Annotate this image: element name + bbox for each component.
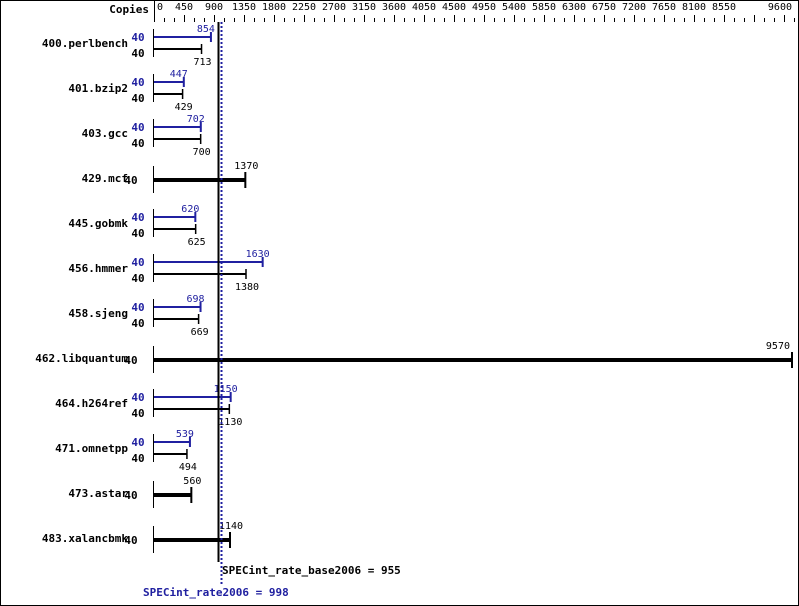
axis-tick-label: 3600 xyxy=(382,2,406,13)
benchmark-row-458.sjeng: 458.sjeng 40 40 698 669 xyxy=(68,294,208,338)
benchmark-row-400.perlbench: 400.perlbench 40 40 854 713 xyxy=(42,24,215,68)
peak-copies: 40 xyxy=(131,391,144,404)
benchmark-row-445.gobmk: 445.gobmk 40 40 620 625 xyxy=(68,204,205,248)
axis-tick-label: 2250 xyxy=(292,2,316,13)
axis-label: Copies xyxy=(109,3,149,16)
benchmark-name: 471.omnetpp xyxy=(55,442,128,455)
base-value-label: 1380 xyxy=(235,282,259,293)
base-copies: 40 xyxy=(131,47,144,60)
base-copies: 40 xyxy=(131,317,144,330)
base-value-label: 1140 xyxy=(219,521,243,532)
base-copies: 40 xyxy=(131,407,144,420)
peak-copies: 40 xyxy=(131,121,144,134)
base-value-label: 560 xyxy=(183,476,201,487)
benchmark-name: 445.gobmk xyxy=(68,217,128,230)
peak-value-label: 702 xyxy=(187,114,205,125)
base-copies: 40 xyxy=(124,534,137,547)
peak-value-label: 1150 xyxy=(214,384,238,395)
benchmark-name: 458.sjeng xyxy=(68,307,128,320)
benchmark-name: 456.hmmer xyxy=(68,262,128,275)
benchmark-row-401.bzip2: 401.bzip2 40 40 447 429 xyxy=(68,69,192,113)
benchmark-name: 483.xalancbmk xyxy=(42,532,128,545)
base-copies: 40 xyxy=(131,92,144,105)
axis-tick-label: 5850 xyxy=(532,2,556,13)
base-value-label: 9570 xyxy=(766,341,790,352)
base-value-label: 494 xyxy=(179,462,197,473)
x-axis: 0 450 900 1350 1800 2250 2700 3150 3600 4050 4500 4… xyxy=(154,0,795,22)
base-copies: 40 xyxy=(131,452,144,465)
benchmark-name: 462.libquantum xyxy=(35,352,128,365)
base-value-label: 713 xyxy=(194,57,212,68)
peak-value-label: 447 xyxy=(170,69,188,80)
axis-tick-label: 7200 xyxy=(622,2,646,13)
benchmark-row-471.omnetpp: 471.omnetpp 40 40 539 494 xyxy=(55,429,197,473)
benchmark-name: 464.h264ref xyxy=(55,397,128,410)
base-value-label: 429 xyxy=(175,102,193,113)
peak-copies: 40 xyxy=(131,436,144,449)
benchmark-name: 403.gcc xyxy=(82,127,128,140)
axis-tick-label: 4500 xyxy=(442,2,466,13)
base-summary: SPECint_rate_base2006 = 955 xyxy=(222,564,401,577)
benchmark-name: 473.astar xyxy=(68,487,128,500)
axis-tick-label: 8550 xyxy=(712,2,736,13)
benchmark-name: 429.mcf xyxy=(82,172,128,185)
base-copies: 40 xyxy=(131,137,144,150)
base-copies: 40 xyxy=(124,354,137,367)
axis-tick-label: 5400 xyxy=(502,2,526,13)
axis-tick-label: 7650 xyxy=(652,2,676,13)
peak-value-label: 854 xyxy=(197,24,215,35)
axis-tick-label: 6300 xyxy=(562,2,586,13)
peak-summary: SPECint_rate2006 = 998 xyxy=(143,586,289,599)
peak-value-label: 620 xyxy=(181,204,199,215)
axis-tick-label: 8100 xyxy=(682,2,706,13)
benchmark-row-456.hmmer: 456.hmmer 40 40 1630 1380 xyxy=(68,249,269,293)
base-copies: 40 xyxy=(124,489,137,502)
axis-tick-label: 0 xyxy=(157,2,163,13)
peak-value-label: 698 xyxy=(187,294,205,305)
axis-tick-label: 4050 xyxy=(412,2,436,13)
peak-copies: 40 xyxy=(131,211,144,224)
reference-lines xyxy=(217,22,223,584)
base-value-label: 1370 xyxy=(234,161,258,172)
axis-tick-label: 4950 xyxy=(472,2,496,13)
peak-copies: 40 xyxy=(131,301,144,314)
axis-tick-label: 1350 xyxy=(232,2,256,13)
axis-tick-label: 900 xyxy=(205,2,223,13)
axis-tick-label: 9600 xyxy=(768,2,792,13)
peak-copies: 40 xyxy=(131,31,144,44)
base-copies: 40 xyxy=(131,227,144,240)
peak-value-label: 539 xyxy=(176,429,194,440)
peak-value-label: 1630 xyxy=(246,249,270,260)
axis-tick-label: 3150 xyxy=(352,2,376,13)
benchmark-row-403.gcc: 403.gcc 40 40 702 700 xyxy=(82,114,211,158)
axis-tick-label: 6750 xyxy=(592,2,616,13)
axis-tick-label: 2700 xyxy=(322,2,346,13)
peak-copies: 40 xyxy=(131,76,144,89)
base-copies: 40 xyxy=(131,272,144,285)
base-value-label: 669 xyxy=(191,327,209,338)
base-value-label: 625 xyxy=(188,237,206,248)
benchmark-name: 401.bzip2 xyxy=(68,82,128,95)
benchmark-name: 400.perlbench xyxy=(42,37,128,50)
axis-tick-label: 1800 xyxy=(262,2,286,13)
base-value-label: 1130 xyxy=(218,417,242,428)
base-copies: 40 xyxy=(124,174,137,187)
axis-tick-label: 450 xyxy=(175,2,193,13)
peak-copies: 40 xyxy=(131,256,144,269)
base-value-label: 700 xyxy=(193,147,211,158)
